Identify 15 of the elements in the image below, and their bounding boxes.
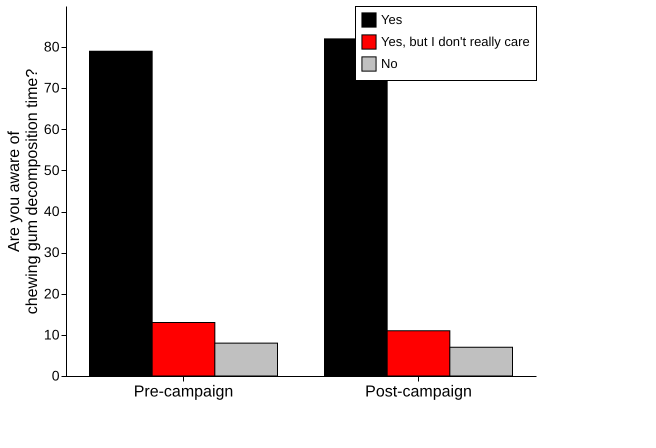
x-tick-label: Post-campaign <box>365 384 472 400</box>
y-tick-label: 80 <box>44 38 60 55</box>
legend-label: No <box>381 56 398 71</box>
y-tick-label: 40 <box>44 203 60 220</box>
y-tick-label: 30 <box>44 244 60 260</box>
y-tick-label: 50 <box>44 162 60 178</box>
x-tick-label: Pre-campaign <box>134 384 234 400</box>
y-tick-label: 10 <box>44 326 60 342</box>
y-tick-label: 60 <box>44 120 60 137</box>
y-tick-label: 0 <box>52 368 60 384</box>
legend-label: Yes <box>381 12 403 27</box>
legend-label: Yes, but I don't really care <box>381 34 530 49</box>
y-tick-label: 70 <box>44 80 60 96</box>
y-axis-title: Are you aware of chewing gum decomposition time? <box>6 68 41 314</box>
y-tick-label: 20 <box>44 285 60 302</box>
